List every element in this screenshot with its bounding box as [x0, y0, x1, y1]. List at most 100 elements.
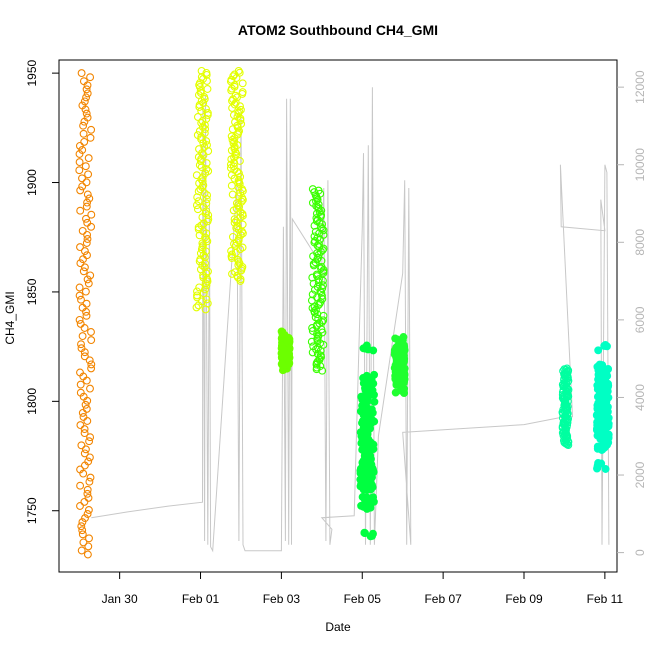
- series-2: [192, 66, 213, 314]
- data-point: [78, 303, 87, 312]
- data-point: [601, 422, 610, 431]
- data-point: [77, 522, 86, 531]
- data-point: [77, 340, 85, 349]
- data-point: [81, 162, 90, 171]
- y-tick-label: 1750: [25, 497, 39, 524]
- data-point: [81, 445, 90, 454]
- data-point: [198, 117, 207, 125]
- data-point: [76, 465, 85, 474]
- data-point: [78, 526, 87, 535]
- data-point: [78, 174, 86, 183]
- data-point: [356, 482, 365, 491]
- data-point: [82, 93, 91, 102]
- series-8: [558, 364, 573, 450]
- data-point: [195, 145, 203, 154]
- data-point: [77, 344, 86, 353]
- data-point: [84, 170, 93, 179]
- data-point: [361, 384, 369, 393]
- data-point: [229, 111, 238, 120]
- chart-title: ATOM2 Southbound CH4_GMI: [238, 22, 438, 38]
- series-9: [592, 340, 613, 473]
- series-3: [226, 66, 247, 285]
- data-point: [203, 77, 211, 85]
- data-point: [76, 421, 85, 430]
- plot-frame: [58, 59, 618, 573]
- data-point: [76, 481, 85, 490]
- data-point: [83, 230, 92, 239]
- data-point: [82, 109, 91, 118]
- data-point: [82, 178, 91, 187]
- data-point: [236, 105, 245, 114]
- data-point: [597, 388, 606, 397]
- data-point: [280, 330, 289, 339]
- data-point: [80, 352, 89, 361]
- data-point: [82, 404, 91, 413]
- data-point: [77, 546, 86, 555]
- y2-tick-label: 12000: [633, 70, 647, 104]
- data-point: [367, 375, 376, 384]
- data-point: [80, 263, 89, 272]
- data-point: [199, 151, 208, 160]
- data-point: [314, 253, 322, 262]
- data-point: [84, 457, 93, 466]
- data-point: [78, 146, 87, 154]
- data-point: [78, 101, 87, 110]
- y-tick-label: 1950: [25, 59, 39, 86]
- data-point: [76, 368, 84, 377]
- data-point: [193, 131, 202, 140]
- data-point: [87, 336, 96, 345]
- data-point: [233, 112, 242, 121]
- data-point: [366, 503, 375, 512]
- data-point: [284, 356, 293, 365]
- data-point: [197, 163, 206, 172]
- data-point: [319, 316, 328, 325]
- data-point: [198, 123, 207, 132]
- data-point: [356, 468, 365, 477]
- data-point: [228, 232, 237, 241]
- data-point: [84, 154, 93, 163]
- data-point: [78, 408, 87, 417]
- data-point: [81, 400, 90, 409]
- points-layer: [75, 66, 613, 559]
- x-tick-label: Feb 03: [263, 592, 301, 606]
- data-point: [601, 465, 610, 473]
- data-point: [192, 303, 201, 312]
- data-point: [81, 287, 90, 296]
- data-point: [86, 133, 95, 142]
- data-point: [194, 91, 203, 99]
- x-tick-label: Feb 01: [182, 592, 220, 606]
- data-point: [87, 364, 96, 373]
- data-point: [597, 459, 606, 468]
- data-point: [76, 388, 85, 397]
- data-point: [193, 113, 202, 121]
- data-point: [86, 433, 95, 442]
- data-point: [202, 165, 211, 174]
- data-point: [197, 221, 206, 230]
- data-point: [201, 125, 210, 134]
- data-point: [86, 473, 95, 482]
- data-point: [83, 510, 92, 518]
- data-point: [595, 374, 604, 382]
- data-point: [363, 410, 372, 419]
- data-point: [75, 315, 84, 324]
- series-6: [356, 341, 379, 541]
- data-point: [87, 360, 96, 369]
- data-point: [203, 191, 212, 200]
- axes-layer: Jan 30 Feb 01 Feb 03 Feb 05 Feb 07 Feb 09 Feb …: [25, 59, 647, 606]
- data-point: [202, 137, 211, 146]
- data-point: [232, 199, 241, 208]
- data-point: [197, 297, 206, 306]
- x-tick-label: Jan 30: [102, 592, 138, 606]
- data-point: [594, 346, 603, 355]
- y2-tick-label: 0: [633, 549, 647, 556]
- data-point: [76, 319, 85, 328]
- data-point: [76, 259, 85, 268]
- data-point: [80, 247, 89, 256]
- data-point: [197, 73, 206, 81]
- series-1: [75, 69, 96, 559]
- data-point: [358, 434, 367, 443]
- data-point: [595, 431, 604, 440]
- data-point: [395, 345, 404, 354]
- data-point: [204, 211, 213, 220]
